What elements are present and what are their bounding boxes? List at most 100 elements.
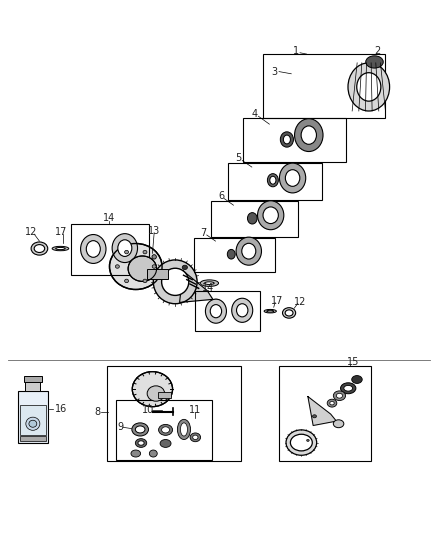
Ellipse shape xyxy=(162,427,170,433)
Text: 5: 5 xyxy=(236,154,242,163)
Polygon shape xyxy=(180,271,213,302)
Bar xyxy=(25,382,40,391)
Bar xyxy=(24,376,42,382)
Ellipse shape xyxy=(162,268,189,295)
Bar xyxy=(147,269,168,279)
Ellipse shape xyxy=(180,423,187,436)
Ellipse shape xyxy=(131,450,141,457)
Ellipse shape xyxy=(210,300,221,308)
Ellipse shape xyxy=(210,304,222,318)
Bar xyxy=(279,366,371,462)
Ellipse shape xyxy=(344,385,353,391)
Ellipse shape xyxy=(333,391,346,400)
Ellipse shape xyxy=(143,251,147,254)
Bar xyxy=(243,118,346,162)
Text: 17: 17 xyxy=(271,296,283,305)
Ellipse shape xyxy=(283,308,296,318)
Ellipse shape xyxy=(125,251,129,254)
Text: 14: 14 xyxy=(202,282,215,293)
Text: 15: 15 xyxy=(347,357,359,367)
Text: 3: 3 xyxy=(272,67,278,77)
Ellipse shape xyxy=(135,426,145,433)
Ellipse shape xyxy=(267,310,274,312)
Bar xyxy=(195,292,260,331)
Ellipse shape xyxy=(279,163,306,193)
Ellipse shape xyxy=(286,169,300,187)
Ellipse shape xyxy=(112,233,138,263)
Ellipse shape xyxy=(341,383,356,394)
Ellipse shape xyxy=(31,242,48,255)
Ellipse shape xyxy=(283,135,290,144)
Ellipse shape xyxy=(307,439,309,441)
Bar xyxy=(20,435,46,441)
Ellipse shape xyxy=(160,440,171,447)
Ellipse shape xyxy=(290,434,312,451)
Ellipse shape xyxy=(357,72,381,101)
Ellipse shape xyxy=(138,441,144,445)
Text: 13: 13 xyxy=(148,225,160,236)
Ellipse shape xyxy=(153,260,197,304)
Ellipse shape xyxy=(227,249,235,259)
Ellipse shape xyxy=(200,280,219,286)
Text: 1: 1 xyxy=(293,45,299,55)
Bar xyxy=(194,238,275,272)
Ellipse shape xyxy=(177,419,191,440)
Text: 8: 8 xyxy=(94,407,100,417)
Ellipse shape xyxy=(286,430,317,455)
Ellipse shape xyxy=(232,298,253,322)
Text: 14: 14 xyxy=(103,213,115,223)
Ellipse shape xyxy=(124,279,129,282)
Ellipse shape xyxy=(152,255,156,259)
Ellipse shape xyxy=(132,423,148,436)
Ellipse shape xyxy=(348,63,390,111)
Text: 12: 12 xyxy=(293,296,306,306)
Ellipse shape xyxy=(330,401,334,405)
Bar xyxy=(20,405,46,435)
Ellipse shape xyxy=(333,420,344,427)
Text: 6: 6 xyxy=(218,191,224,201)
Bar xyxy=(116,400,212,460)
Bar xyxy=(18,391,48,442)
Ellipse shape xyxy=(336,393,343,398)
Text: 11: 11 xyxy=(189,405,201,415)
Ellipse shape xyxy=(56,247,65,249)
Text: 17: 17 xyxy=(55,228,67,237)
Ellipse shape xyxy=(81,235,106,263)
Ellipse shape xyxy=(143,279,147,282)
Ellipse shape xyxy=(270,176,276,184)
Ellipse shape xyxy=(205,282,214,285)
Ellipse shape xyxy=(26,417,40,430)
Ellipse shape xyxy=(128,256,157,281)
Ellipse shape xyxy=(236,237,261,265)
Ellipse shape xyxy=(285,310,293,316)
Text: 9: 9 xyxy=(117,422,124,432)
Ellipse shape xyxy=(242,243,256,259)
Ellipse shape xyxy=(182,265,187,270)
Text: 4: 4 xyxy=(252,109,258,119)
Text: 2: 2 xyxy=(374,45,381,55)
Ellipse shape xyxy=(301,126,316,144)
Ellipse shape xyxy=(263,207,279,223)
Text: 16: 16 xyxy=(55,404,67,414)
Ellipse shape xyxy=(352,376,362,383)
Ellipse shape xyxy=(312,415,316,418)
Ellipse shape xyxy=(52,246,69,251)
Ellipse shape xyxy=(110,244,162,289)
Ellipse shape xyxy=(132,372,173,407)
Ellipse shape xyxy=(366,56,383,68)
Bar xyxy=(71,223,149,275)
Ellipse shape xyxy=(247,213,257,224)
Polygon shape xyxy=(308,397,336,425)
Ellipse shape xyxy=(264,310,276,313)
Text: 10: 10 xyxy=(142,405,155,415)
Bar xyxy=(228,163,322,200)
Bar xyxy=(158,392,171,398)
Ellipse shape xyxy=(152,265,156,268)
Ellipse shape xyxy=(159,424,173,435)
Text: 12: 12 xyxy=(25,228,38,237)
Ellipse shape xyxy=(115,265,119,268)
Ellipse shape xyxy=(258,201,284,230)
Ellipse shape xyxy=(86,241,100,257)
Ellipse shape xyxy=(280,132,293,147)
Ellipse shape xyxy=(149,450,157,457)
